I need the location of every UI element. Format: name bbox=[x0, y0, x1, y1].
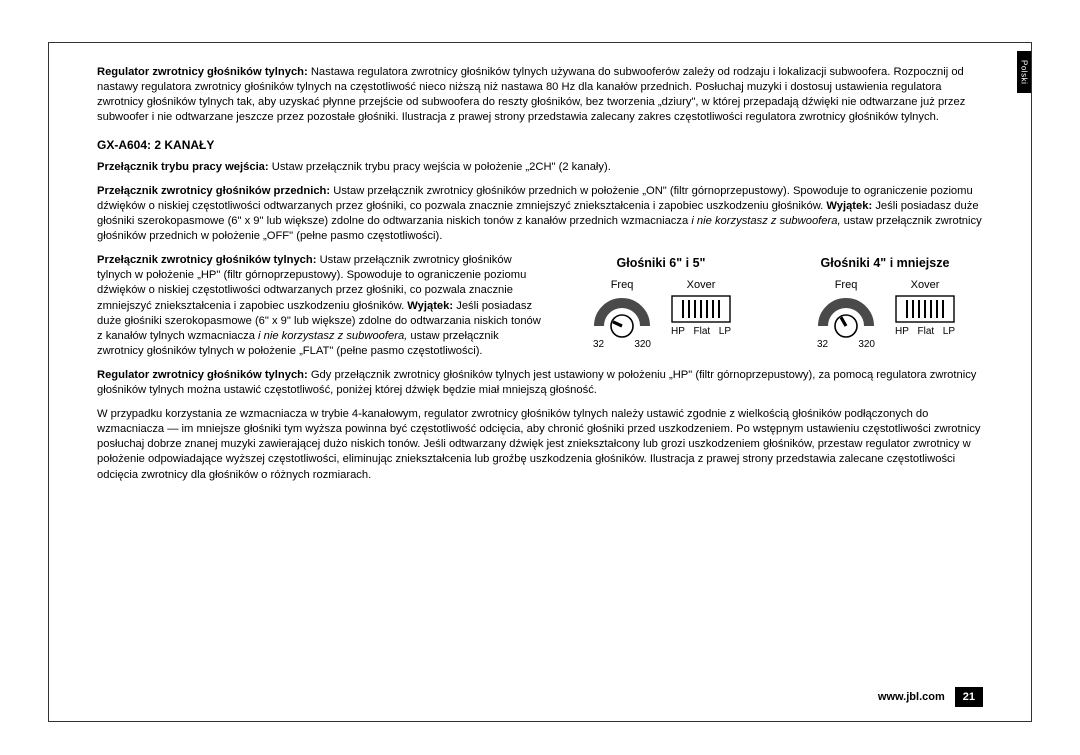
knob-icon bbox=[591, 294, 653, 340]
page-number: 21 bbox=[955, 687, 983, 707]
freq-knob: Freq 32 320 bbox=[591, 278, 653, 351]
language-tab: Polski bbox=[1017, 51, 1031, 93]
paragraph: Regulator zwrotnicy głośników tylnych: N… bbox=[97, 65, 983, 125]
bold-label: Regulator zwrotnicy głośników tylnych: bbox=[97, 66, 311, 78]
switch-pos-flat: Flat bbox=[918, 325, 935, 339]
body-text: Ustaw przełącznik trybu pracy wejścia w … bbox=[272, 161, 611, 173]
switch-icon bbox=[671, 295, 731, 323]
diagram-title: Głośniki 6" i 5" bbox=[563, 255, 759, 272]
diagram-4-speakers: Głośniki 4" i mniejsze Freq 32 320 bbox=[787, 255, 983, 351]
italic-text: i nie korzystasz z subwoofera, bbox=[691, 215, 843, 227]
switch-pos-lp: LP bbox=[719, 325, 731, 339]
knob-label: Freq bbox=[815, 278, 877, 293]
bold-label: Przełącznik zwrotnicy głośników przednic… bbox=[97, 185, 333, 197]
switch-pos-flat: Flat bbox=[694, 325, 711, 339]
switch-pos-hp: HP bbox=[895, 325, 909, 339]
knob-max: 320 bbox=[634, 338, 651, 352]
xover-switch: Xover bbox=[671, 278, 731, 338]
knob-max: 320 bbox=[858, 338, 875, 352]
page-footer: www.jbl.com 21 bbox=[868, 687, 983, 707]
paragraph: Regulator zwrotnicy głośników tylnych: G… bbox=[97, 368, 983, 398]
bold-label: Przełącznik zwrotnicy głośników tylnych: bbox=[97, 254, 320, 266]
paragraph: W przypadku korzystania ze wzmacniacza w… bbox=[97, 407, 983, 483]
footer-url: www.jbl.com bbox=[868, 687, 955, 707]
bold-label: Wyjątek: bbox=[407, 300, 456, 312]
diagram-title: Głośniki 4" i mniejsze bbox=[787, 255, 983, 272]
bold-label: Przełącznik trybu pracy wejścia: bbox=[97, 161, 272, 173]
body-text: W przypadku korzystania ze wzmacniacza w… bbox=[97, 408, 981, 480]
manual-page: Polski Regulator zwrotnicy głośników tyl… bbox=[48, 42, 1032, 722]
knob-min: 32 bbox=[593, 338, 604, 352]
switch-label: Xover bbox=[895, 278, 955, 293]
xover-switch: Xover bbox=[895, 278, 955, 338]
switch-label: Xover bbox=[671, 278, 731, 293]
diagram-65-speakers: Głośniki 6" i 5" Freq 32 320 bbox=[563, 255, 759, 351]
page-content: Regulator zwrotnicy głośników tylnych: N… bbox=[49, 43, 1031, 510]
bold-label: Regulator zwrotnicy głośników tylnych: bbox=[97, 369, 311, 381]
knob-min: 32 bbox=[817, 338, 828, 352]
paragraph: Przełącznik trybu pracy wejścia: Ustaw p… bbox=[97, 160, 983, 175]
freq-knob: Freq 32 320 bbox=[815, 278, 877, 351]
switch-icon bbox=[895, 295, 955, 323]
knob-label: Freq bbox=[591, 278, 653, 293]
section-heading: GX-A604: 2 KANAŁY bbox=[97, 137, 983, 153]
bold-label: Wyjątek: bbox=[826, 200, 875, 212]
italic-text: i nie korzystasz z subwoofera, bbox=[258, 330, 410, 342]
switch-pos-lp: LP bbox=[943, 325, 955, 339]
paragraph: Przełącznik zwrotnicy głośników przednic… bbox=[97, 184, 983, 244]
diagram-group: Głośniki 6" i 5" Freq 32 320 bbox=[563, 255, 983, 351]
switch-pos-hp: HP bbox=[671, 325, 685, 339]
knob-icon bbox=[815, 294, 877, 340]
